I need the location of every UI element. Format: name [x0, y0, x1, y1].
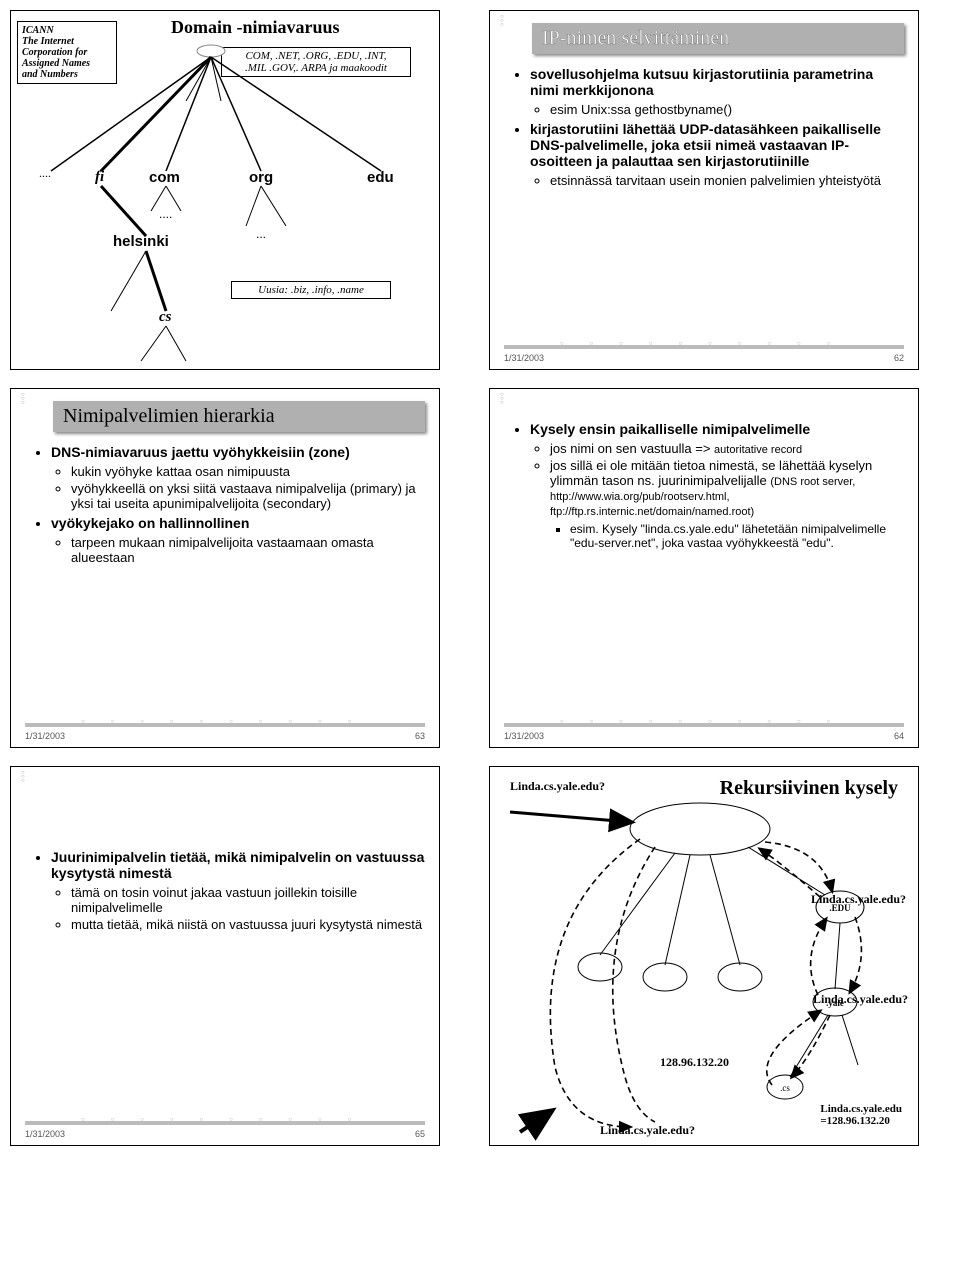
bullet: sovellusohjelma kutsuu kirjastorutiinia … — [530, 66, 904, 117]
slide5-content: Juurinimipalvelin tietää, mikä nimipalve… — [25, 849, 425, 932]
answer-label: Linda.cs.yale.edu =128.96.132.20 — [820, 1103, 902, 1127]
svg-text:.cs: .cs — [780, 1083, 790, 1093]
slide4-content: Kysely ensin paikalliselle nimipalvelime… — [504, 421, 904, 550]
footer-date: 1/31/2003 — [504, 353, 544, 363]
footer-date: 1/31/2003 — [25, 1129, 65, 1139]
slide2-title: IP-nimen selvittäminen — [532, 23, 904, 54]
sub-bullet: tämä on tosin voinut jakaa vastuun joill… — [71, 885, 425, 915]
tree-svg — [11, 11, 441, 371]
label-edu: edu — [367, 169, 394, 186]
slide-domain-tree: ICANN The Internet Corporation for Assig… — [10, 10, 440, 370]
slide-footer: 1/31/2003 62 — [504, 353, 904, 363]
label-fi: fi — [95, 169, 104, 186]
deco-dots: ○○○ — [500, 15, 506, 27]
deco-dots: ○○○ — [21, 393, 27, 405]
sub-bullet: vyöhykkeellä on yksi siitä vastaava nimi… — [71, 481, 425, 511]
footer-page: 63 — [415, 731, 425, 741]
query-label-3: Linda.cs.yale.edu? — [813, 992, 908, 1007]
bullet: Juurinimipalvelin tietää, mikä nimipalve… — [51, 849, 425, 932]
footer-page: 62 — [894, 353, 904, 363]
sub-bullet: etsinnässä tarvitaan usein monien palvel… — [550, 173, 904, 188]
label-dots: .... — [39, 166, 51, 181]
sub-bullet: esim Unix:ssa gethostbyname() — [550, 102, 904, 117]
label-cs: cs — [159, 309, 172, 326]
deco-dots: ○○○ — [21, 771, 27, 783]
query-label-2: Linda.cs.yale.edu? — [811, 892, 906, 907]
deco-dots-row: ○○○○○○○○○○ — [560, 719, 856, 725]
slide-root-server: ○○○ Juurinimipalvelin tietää, mikä nimip… — [10, 766, 440, 1146]
slide-hierarchy: ○○○ Nimipalvelimien hierarkia DNS-nimiav… — [10, 388, 440, 748]
recursion-svg: .EDU .yale .cs — [490, 767, 920, 1147]
bullet: kirjastorutiini lähettää UDP-datasähkeen… — [530, 121, 904, 188]
slide-footer: 1/31/2003 63 — [25, 731, 425, 741]
query-label-4: Linda.cs.yale.edu? — [600, 1123, 695, 1138]
bullet: vyökykejako on hallinnollinen tarpeen mu… — [51, 515, 425, 565]
slide-recursive-query: Rekursiivinen kysely Linda.cs.yale.edu? … — [489, 766, 919, 1146]
bullet: DNS-nimiavaruus jaettu vyöhykkeisiin (zo… — [51, 444, 425, 511]
slide3-content: DNS-nimiavaruus jaettu vyöhykkeisiin (zo… — [25, 444, 425, 565]
ip-label: 128.96.132.20 — [660, 1055, 729, 1070]
sub-bullet: jos nimi on sen vastuulla => autoritativ… — [550, 441, 904, 456]
footer-page: 64 — [894, 731, 904, 741]
slide2-content: sovellusohjelma kutsuu kirjastorutiinia … — [504, 66, 904, 188]
deco-dots-row: ○○○○○○○○○○ — [81, 1117, 377, 1123]
slide-footer: 1/31/2003 64 — [504, 731, 904, 741]
sub-bullet: tarpeen mukaan nimipalvelijoita vastaama… — [71, 535, 425, 565]
slide-footer: 1/31/2003 65 — [25, 1129, 425, 1139]
label-org: org — [249, 169, 273, 186]
deco-dots: ○○○ — [500, 393, 506, 405]
slide-query-local: ○○○ Kysely ensin paikalliselle nimipalve… — [489, 388, 919, 748]
label-dots2: .... — [159, 207, 172, 221]
footer-page: 65 — [415, 1129, 425, 1139]
label-com: com — [149, 169, 180, 186]
sub-sub-bullet: esim. Kysely "linda.cs.yale.edu" lähetet… — [570, 522, 904, 550]
slide3-title: Nimipalvelimien hierarkia — [53, 401, 425, 432]
sub-bullet: mutta tietää, mikä niistä on vastuussa j… — [71, 917, 425, 932]
deco-dots-row: ○○○○○○○○○○ — [560, 341, 856, 347]
sub-bullet: jos sillä ei ole mitään tietoa nimestä, … — [550, 458, 904, 550]
label-dots3: ... — [256, 227, 266, 241]
slide-grid: ICANN The Internet Corporation for Assig… — [10, 10, 950, 1146]
slide-ip-resolve: ○○○ IP-nimen selvittäminen sovellusohjel… — [489, 10, 919, 370]
sub-bullet: kukin vyöhyke kattaa osan nimipuusta — [71, 464, 425, 479]
footer-date: 1/31/2003 — [25, 731, 65, 741]
bullet: Kysely ensin paikalliselle nimipalvelime… — [530, 421, 904, 550]
label-helsinki: helsinki — [113, 233, 169, 250]
deco-dots-row: ○○○○○○○○○○ — [81, 719, 377, 725]
footer-date: 1/31/2003 — [504, 731, 544, 741]
